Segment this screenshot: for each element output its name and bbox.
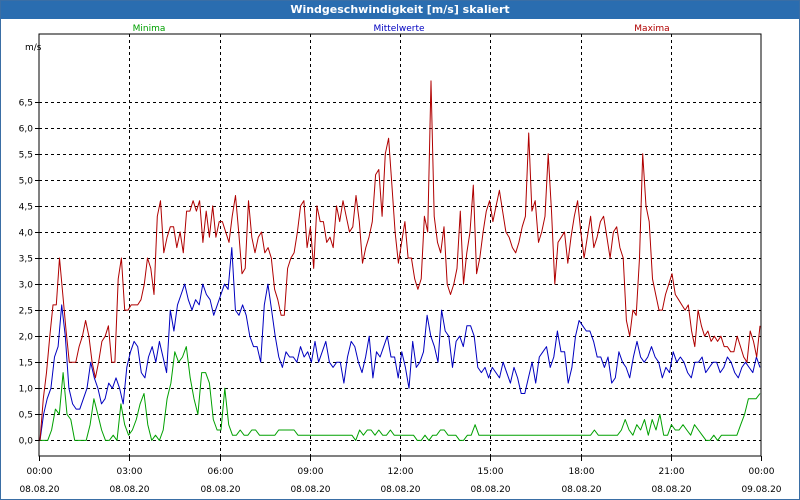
legend-item-maxima: Maxima [634,24,669,34]
x-tick-label-time: 00:00 [749,467,775,477]
y-tick-label: 5,5 [19,151,33,161]
y-tick-label: 2,0 [19,333,34,343]
series-line-maxima [39,80,761,441]
x-tick-label-date: 08.08.20 [380,485,420,495]
series-line-minima [40,346,761,441]
chart-canvas: 0,0 0,5 1,0 1,5 2,0 2,5 3,0 3,5 4,0 4,5 5,0 5,5 6,0 6… [19,24,782,495]
axes: 0,0 0,5 1,0 1,5 2,0 2,5 3,0 3,5 4,0 4,5 5,0 5,5 6,0 6… [19,33,782,495]
y-tick-label: 2,5 [19,307,33,317]
y-axis-label: m/s [25,43,42,53]
x-tick-label-time: 15:00 [478,467,504,477]
y-tick-label: 4,0 [19,229,34,239]
y-tick-label: 1,5 [19,359,33,369]
window-title: Windgeschwindigkeit [m/s] skaliert [1,1,799,19]
y-tick-label: 3,0 [19,281,34,291]
x-tick-label-time: 09:00 [298,467,324,477]
x-tick-label-time: 00:00 [27,467,53,477]
series-line-mittelwerte [39,247,761,441]
x-tick-label-time: 12:00 [388,467,414,477]
y-tick-label: 6,5 [19,99,33,109]
grid [39,34,761,456]
x-tick-label-time: 18:00 [569,467,595,477]
y-tick-label: 3,5 [19,255,33,265]
legend-item-mittelwerte: Mittelwerte [373,24,424,34]
x-tick-label-date: 08.08.20 [651,485,691,495]
x-tick-label-date: 08.08.20 [470,485,510,495]
x-tick-label-time: 06:00 [208,467,234,477]
legend: Minima Mittelwerte Maxima [133,24,670,34]
x-tick-label-date: 09.08.20 [741,485,781,495]
y-tick-label: 4,5 [19,203,33,213]
x-tick-label-date: 08.08.20 [200,485,240,495]
y-tick-label: 1,0 [19,385,34,395]
y-tick-label: 0,5 [19,411,33,421]
series-group [39,80,761,441]
x-tick-label-date: 08.08.20 [561,485,601,495]
x-tick-label-time: 21:00 [659,467,685,477]
y-tick-label: 0,0 [19,437,34,447]
x-tick-label-date: 08.08.20 [290,485,330,495]
x-tick-label-date: 08.08.20 [109,485,149,495]
y-tick-label: 5,0 [19,177,34,187]
y-tick-label: 6,0 [19,125,34,135]
x-tick-label-date: 08.08.20 [19,485,59,495]
x-tick-label-time: 03:00 [117,467,143,477]
legend-item-minima: Minima [133,24,166,34]
